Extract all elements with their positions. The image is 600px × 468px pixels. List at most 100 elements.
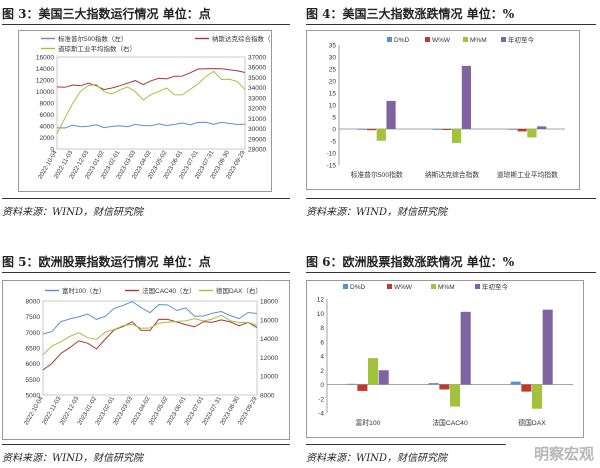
fig3-ytick-right-4: 32000 xyxy=(248,106,266,113)
fig3-title: 图 3：美国三大指数运行情况 单位：点 xyxy=(2,4,290,25)
fig4-legend-label-1: W%W xyxy=(432,37,451,44)
fig3-legend-label-0: 标准普尔500指数（左） xyxy=(58,34,127,43)
fig3-series-line-0 xyxy=(56,121,246,129)
fig3-ytick-left-3: 6000 xyxy=(40,112,55,119)
fig6-legend-label-3: 年初至今 xyxy=(482,282,509,291)
fig5-chart-box: 5000 5500 6000 6500 7000 7500 8000 8000 10000 120… xyxy=(2,280,290,440)
fig4-category-label-2: 道琼斯工业平均指数 xyxy=(497,170,558,179)
fig4-ytick-9: 30 xyxy=(329,55,337,62)
fig6-ytick-6: 8 xyxy=(320,325,324,332)
fig6-bar-0-3 xyxy=(378,370,389,385)
fig6-ytick-4: 4 xyxy=(320,354,324,361)
fig4-bar-0-2 xyxy=(376,129,386,141)
fig3-ytick-left-0: 0 xyxy=(50,147,54,154)
fig5-series-line-2 xyxy=(42,314,258,355)
fig4-ytick-2: -5 xyxy=(330,139,336,146)
fig6-source: 资料来源：WIND，财信研究院 xyxy=(306,444,506,464)
fig3-ytick-left-8: 16000 xyxy=(36,55,54,62)
fig4-legend-swatch-1 xyxy=(425,37,430,42)
fig5-legend-label-2: 德国DAX（右） xyxy=(216,286,262,295)
fig5-ytick-left-5: 7500 xyxy=(26,314,41,321)
fig4-category-label-0: 标准普尔500指数 xyxy=(351,170,403,179)
fig4-ytick-6: 15 xyxy=(329,91,337,98)
fig4-ytick-7: 20 xyxy=(329,79,337,86)
fig3-series-line-1 xyxy=(56,68,246,91)
fig3-chart-box: 0 2000 4000 6000 8000 10000 12000 14000 16000 280… xyxy=(18,30,284,192)
fig5-source: 资料来源：WIND，财信研究院 xyxy=(2,444,290,464)
fig6-bar-chart: -4 -2 0 2 4 6 8 10 12 富时100 法国CAC40 德国DAX D%D W%W M%M 年… xyxy=(317,282,573,427)
fig3-ytick-left-2: 4000 xyxy=(40,124,55,131)
fig3-ytick-left-1: 2000 xyxy=(40,135,55,142)
fig5-ytick-right-0: 8000 xyxy=(260,393,275,400)
fig6-ytick-0: -4 xyxy=(318,411,324,418)
fig5-ytick-left-1: 5500 xyxy=(26,377,41,384)
fig6-chart-box: -4 -2 0 2 4 6 8 10 12 富时100 法国CAC40 德国DAX D%D W%W M%M 年… xyxy=(306,280,584,438)
fig4-ytick-10: 35 xyxy=(329,43,337,50)
fig4-source: 资料来源：WIND，财信研究院 xyxy=(306,198,596,218)
fig3-ytick-left-6: 12000 xyxy=(36,78,54,85)
fig3-legend-label-2: 道琼斯工业平均指数（右） xyxy=(58,44,136,53)
fig6-ytick-2: 0 xyxy=(320,382,324,389)
fig4-bar-1-3 xyxy=(461,65,471,129)
fig4-bar-0-0 xyxy=(357,129,367,130)
fig6-category-label-1: 法国CAC40 xyxy=(432,418,468,427)
fig6-legend-swatch-2 xyxy=(431,284,436,289)
fig4-bar-2-0 xyxy=(507,129,517,130)
fig3-ytick-right-0: 28000 xyxy=(248,147,266,154)
fig3-ytick-right-3: 31000 xyxy=(248,116,266,123)
fig4-ytick-1: -10 xyxy=(327,151,337,158)
fig4-bar-1-0 xyxy=(432,129,442,130)
fig3-ytick-left-5: 10000 xyxy=(36,89,54,96)
fig5-ytick-right-2: 12000 xyxy=(260,355,278,362)
fig4-bar-1-1 xyxy=(442,129,452,130)
fig4-title: 图 4：美国三大指数涨跌情况 单位：% xyxy=(306,4,596,25)
fig5-ytick-right-3: 14000 xyxy=(260,336,278,343)
fig6-legend-swatch-3 xyxy=(475,284,480,289)
fig5-ytick-left-2: 6000 xyxy=(26,361,41,368)
fig3-series-line-2 xyxy=(56,70,246,134)
fig3-ytick-right-6: 34000 xyxy=(248,85,266,92)
fig5-ytick-right-1: 10000 xyxy=(260,374,278,381)
fig5-ytick-right-5: 18000 xyxy=(260,299,278,306)
fig4-category-label-1: 纳斯达克综合指数 xyxy=(425,170,480,179)
fig5-series-line-1 xyxy=(42,318,258,371)
fig5-line-chart: 5000 5500 6000 6500 7000 7500 8000 8000 10000 120… xyxy=(23,286,279,426)
fig6-category-label-2: 德国DAX xyxy=(518,418,546,427)
fig6-bar-2-0 xyxy=(510,381,521,385)
fig6-category-label-0: 富时100 xyxy=(356,418,381,427)
fig5-legend-label-1: 法国CAC40（左） xyxy=(142,286,195,295)
fig5-ytick-left-4: 7000 xyxy=(26,330,41,337)
fig4-ytick-4: 5 xyxy=(332,115,336,122)
fig4-bar-2-2 xyxy=(527,129,537,138)
fig4-bar-1-2 xyxy=(452,129,462,143)
fig6-ytick-8: 12 xyxy=(317,297,325,304)
fig5-plot-area xyxy=(42,300,258,396)
fig4-bar-0-3 xyxy=(386,100,396,129)
fig6-bar-1-3 xyxy=(460,311,471,385)
fig4-bar-chart: -15 -10 -5 0 5 10 15 20 25 30 35 标准普尔500指数 纳斯达克综合指数 道… xyxy=(327,35,565,179)
fig6-bar-2-1 xyxy=(521,384,532,392)
fig6-bar-0-2 xyxy=(368,358,379,385)
fig3-ytick-right-5: 33000 xyxy=(248,95,266,102)
fig3-ytick-right-8: 36000 xyxy=(248,65,266,72)
fig6-bar-1-0 xyxy=(428,383,439,385)
fig5-ytick-left-6: 8000 xyxy=(26,299,41,306)
fig6-legend-label-2: M%M xyxy=(438,284,455,291)
fig5-ytick-right-4: 16000 xyxy=(260,317,278,324)
fig4-chart-box: -15 -10 -5 0 5 10 15 20 25 30 35 标准普尔500指数 纳斯达克综合指数 道… xyxy=(306,30,580,190)
fig6-bar-1-2 xyxy=(450,384,461,407)
fig4-ytick-8: 25 xyxy=(329,67,337,74)
fig4-legend-label-3: 年初至今 xyxy=(508,35,535,44)
fig4-legend-swatch-0 xyxy=(387,37,392,42)
fig4-bar-2-1 xyxy=(517,129,527,132)
fig3-ytick-right-7: 35000 xyxy=(248,75,266,82)
fig6-ytick-5: 6 xyxy=(320,339,324,346)
fig4-legend-label-0: D%D xyxy=(394,37,409,44)
fig3-legend-label-1: 纳斯达克综合指数（左） xyxy=(212,34,271,43)
fig3-ytick-left-4: 8000 xyxy=(40,101,55,108)
fig5-legend-label-0: 富时100（左） xyxy=(62,286,105,295)
fig6-ytick-1: -2 xyxy=(318,396,324,403)
fig6-bar-0-0 xyxy=(346,383,357,385)
fig4-bar-2-3 xyxy=(537,126,547,129)
fig3-ytick-right-1: 29000 xyxy=(248,136,266,143)
